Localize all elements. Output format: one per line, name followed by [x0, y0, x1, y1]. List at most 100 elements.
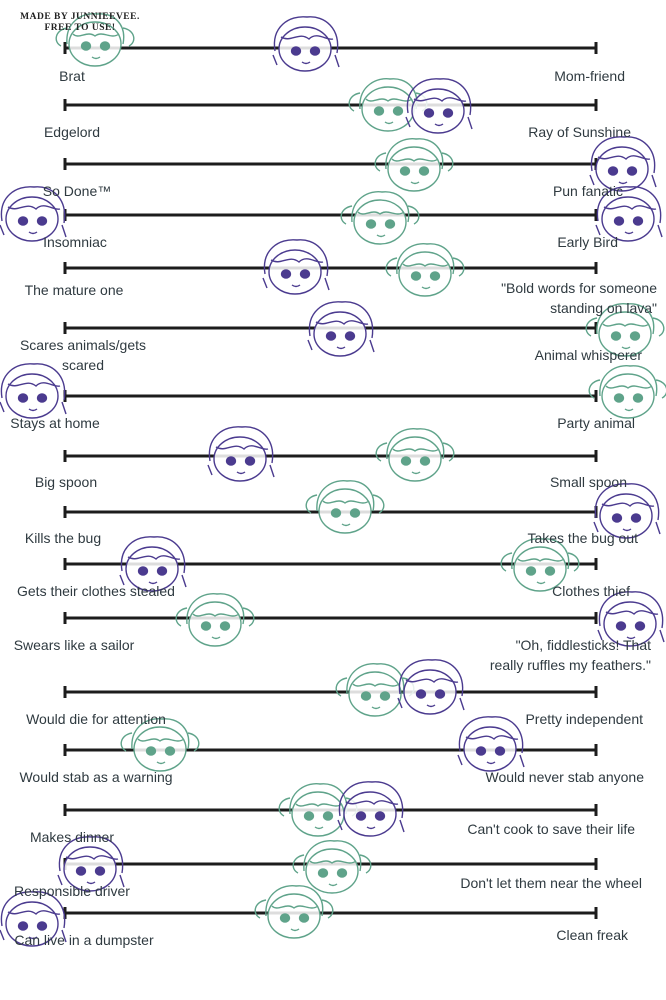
- head-eye: [365, 219, 377, 229]
- head-hair: [292, 840, 372, 874]
- head-hair: [272, 16, 340, 68]
- head-hair: [348, 78, 428, 112]
- head-mouth: [291, 284, 301, 288]
- head-hair: [207, 426, 275, 478]
- character-head: [175, 593, 255, 647]
- character-head: [0, 363, 67, 419]
- head-mouth: [156, 761, 166, 765]
- head-hair: [595, 186, 663, 238]
- head-face: [313, 311, 367, 357]
- head-eye: [219, 621, 231, 631]
- left-label: Would die for attention: [0, 709, 196, 729]
- head-eye: [303, 811, 315, 821]
- label-line: Don't let them near the wheel: [460, 875, 642, 891]
- label-line: Can't cook to save their life: [467, 821, 635, 837]
- character-head: [374, 138, 454, 192]
- character-head: [120, 718, 200, 772]
- head-hair: [55, 13, 135, 47]
- character-head: [595, 186, 663, 242]
- right-label: Takes the bug out: [378, 528, 638, 548]
- head-mouth: [366, 826, 376, 830]
- label-line: Kills the bug: [24, 530, 102, 546]
- label-line: Ray of Sunshine: [528, 124, 631, 140]
- head-eye: [400, 456, 412, 466]
- label-line: Big spoon: [34, 474, 98, 490]
- character-head: [385, 243, 465, 297]
- right-label: Clothes thief: [370, 581, 630, 601]
- character-head: [55, 13, 135, 67]
- head-eye: [626, 166, 638, 176]
- head-eye: [156, 566, 168, 576]
- head-eye: [336, 868, 348, 878]
- label-line: Would die for attention: [26, 711, 166, 727]
- head-eye: [613, 393, 625, 403]
- character-head: [0, 891, 67, 947]
- head-hair: [500, 538, 580, 572]
- character-head: [292, 840, 372, 894]
- head-hair: [0, 186, 67, 238]
- left-label: Gets their clothes stealed: [0, 581, 196, 601]
- label-line: Edgelord: [43, 124, 101, 140]
- head-face: [598, 311, 652, 357]
- head-mouth: [421, 286, 431, 290]
- head-face: [188, 601, 242, 647]
- head-face: [133, 726, 187, 772]
- head-face: [213, 436, 267, 482]
- head-hair: [254, 885, 334, 919]
- character-head: [254, 885, 334, 939]
- head-mouth: [624, 408, 634, 412]
- head-eye: [419, 456, 431, 466]
- character-head: [337, 781, 405, 837]
- head-face: [388, 436, 442, 482]
- label-line: Stays at home: [10, 415, 100, 431]
- head-hair: [385, 243, 465, 277]
- head-eye: [632, 393, 644, 403]
- left-label: Insomniac: [0, 232, 175, 252]
- character-head: [500, 538, 580, 592]
- head-hair: [375, 428, 455, 462]
- right-label: Would never stab anyone: [384, 767, 644, 787]
- character-head: [597, 591, 665, 647]
- character-head: [262, 239, 330, 295]
- character-head: [272, 16, 340, 72]
- head-eye: [442, 108, 454, 118]
- head-eye: [344, 331, 356, 341]
- left-label: Kills the bug: [0, 528, 163, 548]
- head-hair: [405, 78, 473, 130]
- head-hair: [374, 138, 454, 172]
- head-face: [68, 21, 122, 67]
- character-head: [207, 426, 275, 482]
- head-face: [268, 249, 322, 295]
- head-face: [5, 373, 59, 419]
- head-eye: [632, 216, 644, 226]
- head-eye: [200, 621, 212, 631]
- label-line: Clothes thief: [552, 583, 630, 599]
- head-eye: [434, 689, 446, 699]
- label-line: Takes the bug out: [527, 530, 638, 546]
- head-mouth: [536, 581, 546, 585]
- left-label: Scares animals/gets scared: [0, 335, 183, 375]
- head-eye: [418, 166, 430, 176]
- head-eye: [225, 456, 237, 466]
- head-eye: [244, 456, 256, 466]
- label-line: Early Bird: [557, 234, 618, 250]
- head-eye: [410, 271, 422, 281]
- head-hair: [0, 891, 67, 943]
- head-mouth: [341, 523, 351, 527]
- head-mouth: [148, 581, 158, 585]
- head-eye: [607, 166, 619, 176]
- left-label: Big spoon: [0, 472, 166, 492]
- head-eye: [374, 811, 386, 821]
- head-eye: [392, 106, 404, 116]
- head-mouth: [290, 928, 300, 932]
- head-hair: [0, 363, 67, 415]
- head-mouth: [621, 346, 631, 350]
- head-mouth: [624, 231, 634, 235]
- head-eye: [330, 508, 342, 518]
- head-eye: [630, 513, 642, 523]
- head-hair: [585, 303, 665, 337]
- head-hair: [337, 781, 405, 833]
- head-eye: [399, 166, 411, 176]
- left-label: Makes dinner: [0, 827, 172, 847]
